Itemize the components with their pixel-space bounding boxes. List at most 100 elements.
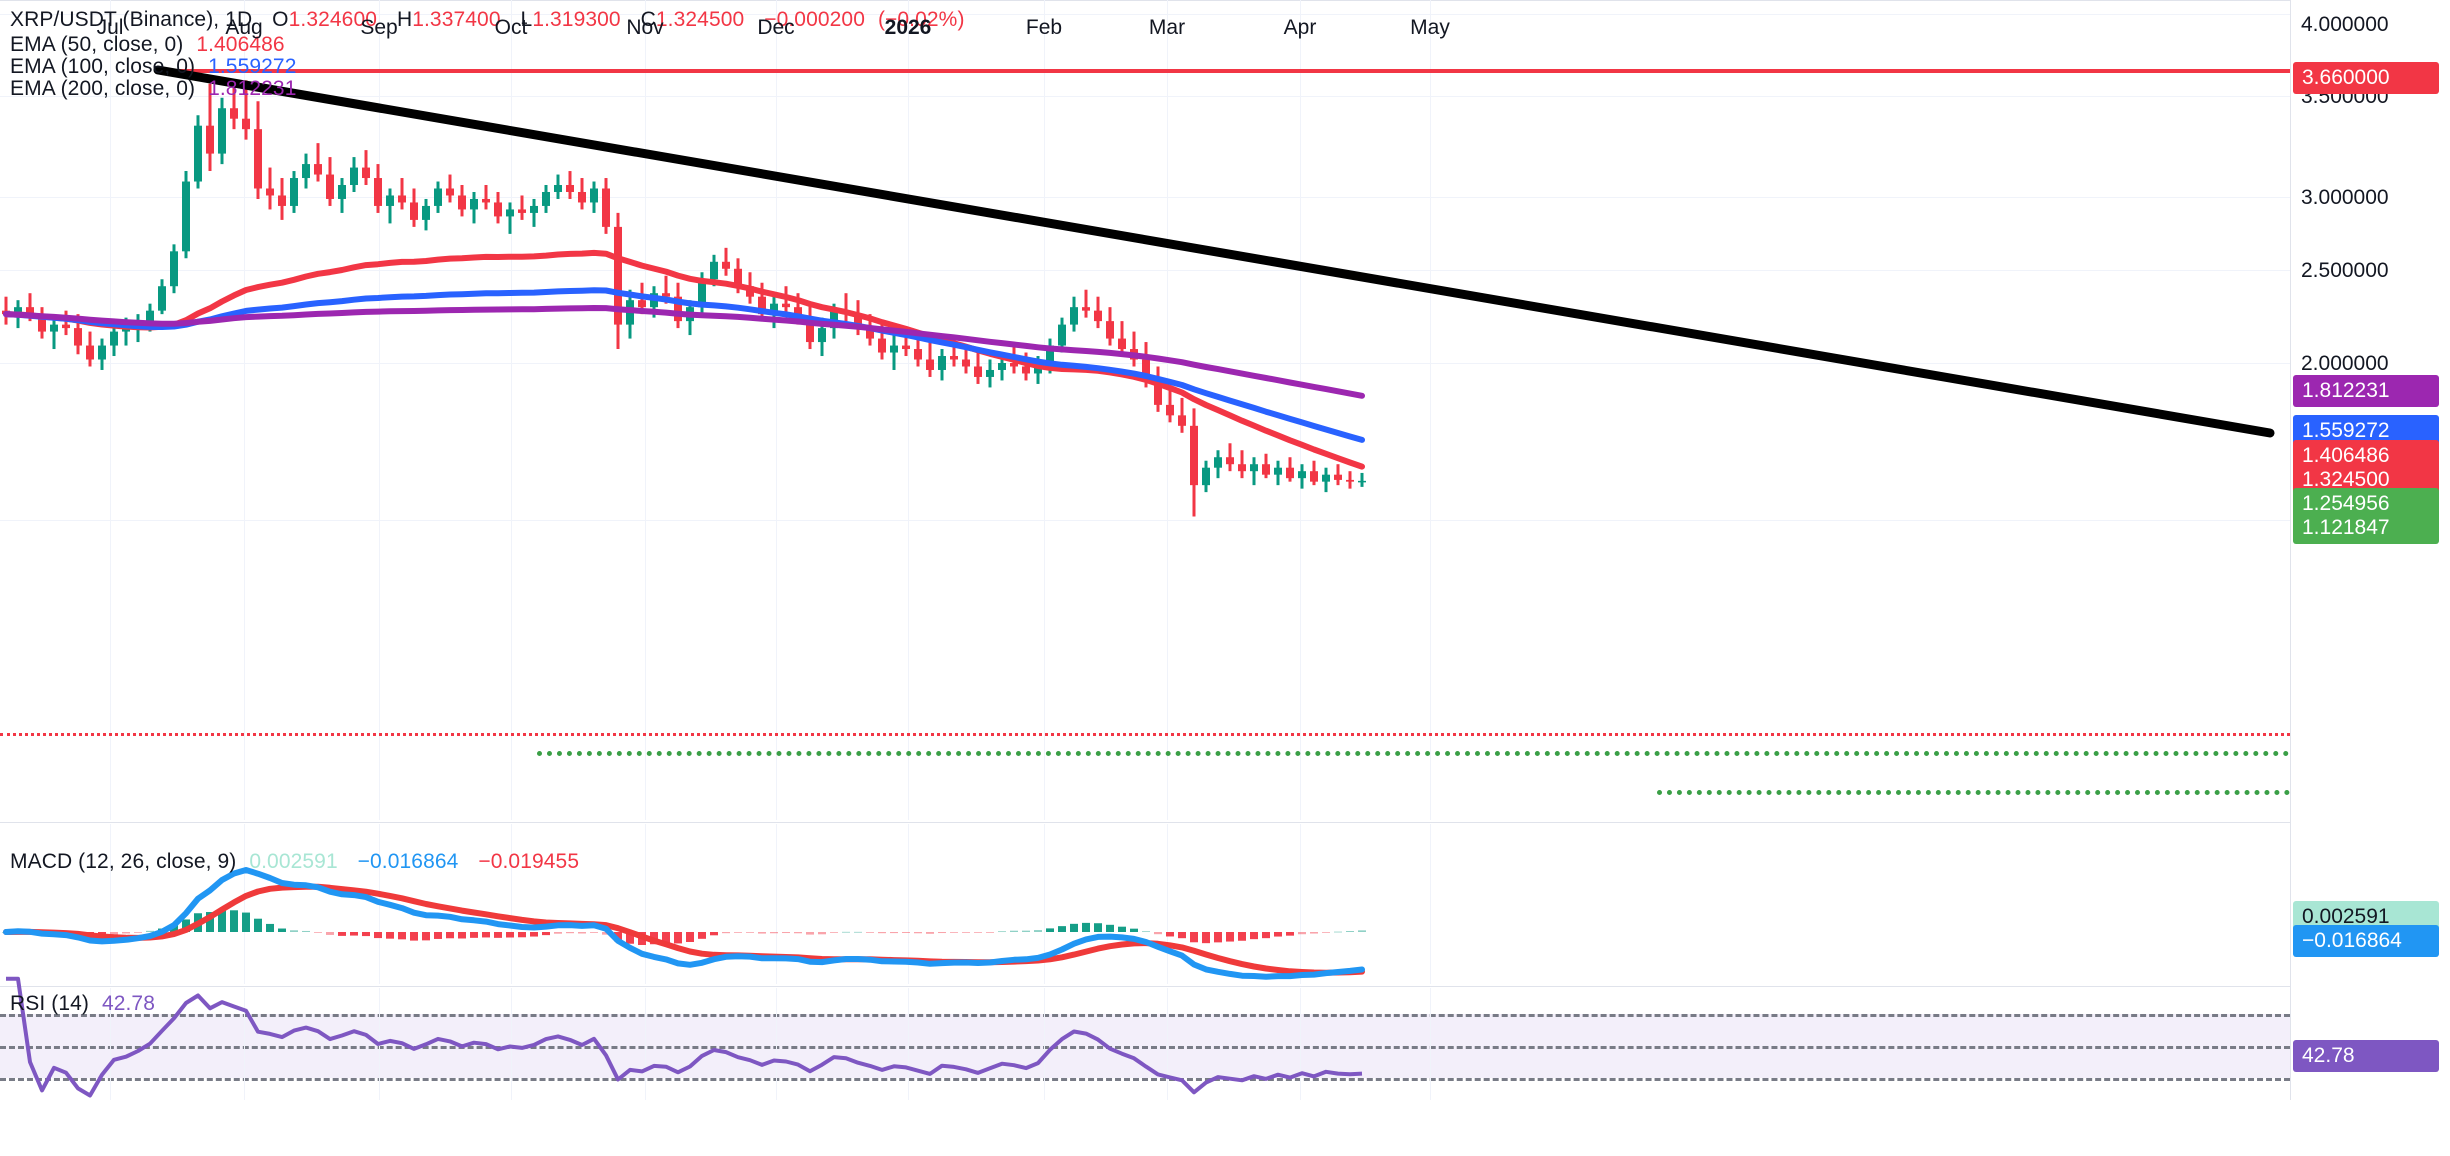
gridline-vertical — [1167, 824, 1168, 984]
time-tick-label: Sep — [360, 16, 398, 39]
gridline-vertical — [776, 0, 777, 820]
macd-series — [2, 867, 1366, 980]
gridline-horizontal — [0, 14, 2290, 15]
time-tick-label: Oct — [494, 16, 528, 39]
rsi-level-30 — [0, 1078, 2290, 1081]
gridline-vertical — [110, 824, 111, 984]
pane-divider — [0, 822, 2290, 823]
open-value: 1.324600 — [288, 8, 377, 31]
time-tick-label: Jul — [96, 16, 124, 39]
gridline-vertical — [1167, 988, 1168, 1100]
pane-divider — [0, 986, 2290, 987]
resistance-price-badge[interactable]: 3.660000 — [2293, 62, 2439, 94]
gridline-horizontal — [0, 197, 2290, 198]
ema200-legend[interactable]: EMA (200, close, 0) 1.812231 — [10, 77, 296, 101]
gridline-horizontal — [0, 96, 2290, 97]
gridline-vertical — [1430, 988, 1431, 1100]
gridline-vertical — [645, 988, 646, 1100]
gridline-vertical — [1044, 0, 1045, 820]
close-label: C — [640, 8, 656, 31]
ema100-value: 1.559272 — [208, 55, 297, 78]
macd-line-badge[interactable]: −0.016864 — [2293, 925, 2439, 957]
time-tick-label: 2026 — [884, 16, 932, 39]
gridline-vertical — [511, 988, 512, 1100]
support-line-1121847[interactable] — [1657, 790, 2290, 795]
gridline-vertical — [244, 988, 245, 1100]
macd-signal-value: −0.019455 — [478, 850, 580, 873]
time-tick-label: May — [1410, 16, 1450, 39]
ema200-price-badge[interactable]: 1.812231 — [2293, 375, 2439, 407]
low-value: 1.319300 — [532, 8, 621, 31]
macd-legend[interactable]: MACD (12, 26, close, 9) 0.002591 −0.0168… — [10, 850, 579, 874]
gridline-vertical — [776, 988, 777, 1100]
gridline-vertical — [1300, 0, 1301, 820]
gridline-vertical — [776, 824, 777, 984]
gridline-horizontal — [0, 520, 2290, 521]
candlestick-series — [2, 80, 1366, 517]
gridline-vertical — [1044, 824, 1045, 984]
gridline-vertical — [645, 0, 646, 820]
gridline-vertical — [908, 0, 909, 820]
macd-pane[interactable] — [0, 824, 2290, 984]
price-tick-label: 4.000000 — [2301, 13, 2389, 36]
last-price-line[interactable] — [0, 733, 2290, 736]
price-pane[interactable]: XRP/USDT (Binance), 1D O1.324600 H1.3374… — [0, 0, 2290, 820]
ema100-legend[interactable]: EMA (100, close, 0) 1.559272 — [10, 55, 296, 79]
ema50-value: 1.406486 — [196, 33, 285, 56]
macd-label: MACD (12, 26, close, 9) — [10, 850, 237, 873]
ema50-legend[interactable]: EMA (50, close, 0) 1.406486 — [10, 33, 285, 57]
high-label: H — [396, 8, 413, 31]
symbol-label: XRP/USDT (Binance), 1D — [10, 8, 253, 31]
time-tick-label: Feb — [1025, 16, 1063, 39]
gridline-vertical — [1430, 824, 1431, 984]
open-label: O — [272, 8, 289, 31]
support-line-1254956[interactable] — [537, 751, 2290, 756]
symbol-legend[interactable]: XRP/USDT (Binance), 1D O1.324600 H1.3374… — [10, 8, 965, 32]
gridline-vertical — [1300, 988, 1301, 1100]
price-tick-label: 2.500000 — [2301, 259, 2389, 282]
gridline-vertical — [645, 824, 646, 984]
gridline-vertical — [511, 0, 512, 820]
ema100-label: EMA (100, close, 0) — [10, 55, 196, 78]
gridline-vertical — [244, 0, 245, 820]
rsi-label: RSI (14) — [10, 992, 89, 1015]
time-tick-label: Aug — [225, 16, 263, 39]
rsi-series — [6, 976, 1363, 1098]
macd-hist-value: 0.002591 — [249, 850, 338, 873]
gridline-horizontal — [0, 270, 2290, 271]
time-axis[interactable]: Jul Aug Sep Oct Nov Dec 2026 Feb Mar Apr May — [0, 0, 2450, 56]
support2-price-badge[interactable]: 1.121847 — [2293, 512, 2439, 544]
ema200-label: EMA (200, close, 0) — [10, 77, 196, 100]
gridline-vertical — [1044, 988, 1045, 1100]
price-axis[interactable]: 4.000000 3.500000 3.000000 2.500000 2.000000… — [2290, 0, 2450, 1100]
descending-trendline[interactable] — [0, 0, 2290, 820]
rsi-level-50 — [0, 1046, 2290, 1049]
ema200-value: 1.812231 — [208, 77, 297, 100]
gridline-vertical — [244, 824, 245, 984]
close-value: 1.324500 — [655, 8, 745, 31]
rsi-pane[interactable] — [0, 976, 2290, 1100]
gridline-vertical — [908, 988, 909, 1100]
gridline-vertical — [1300, 824, 1301, 984]
change-percent: (−0.02%) — [877, 8, 965, 31]
time-tick-label: Mar — [1148, 16, 1186, 39]
high-value: 1.337400 — [412, 8, 501, 31]
low-label: L — [520, 8, 533, 31]
time-tick-label: Nov — [626, 16, 664, 39]
rsi-value-badge[interactable]: 42.78 — [2293, 1040, 2439, 1072]
time-tick-label: Apr — [1283, 16, 1317, 39]
rsi-legend[interactable]: RSI (14) 42.78 — [10, 992, 155, 1016]
gridline-vertical — [110, 0, 111, 820]
macd-line-value: −0.016864 — [357, 850, 459, 873]
gridline-vertical — [511, 824, 512, 984]
ema50-label: EMA (50, close, 0) — [10, 33, 184, 56]
change-value: −0.000200 — [764, 8, 865, 31]
price-tick-label: 3.000000 — [2301, 186, 2389, 209]
rsi-value: 42.78 — [101, 992, 155, 1015]
gridline-vertical — [908, 824, 909, 984]
gridline-vertical — [1430, 0, 1431, 820]
resistance-line-366[interactable] — [160, 69, 2290, 73]
time-tick-label: Dec — [757, 16, 795, 39]
rsi-level-70 — [0, 1014, 2290, 1017]
